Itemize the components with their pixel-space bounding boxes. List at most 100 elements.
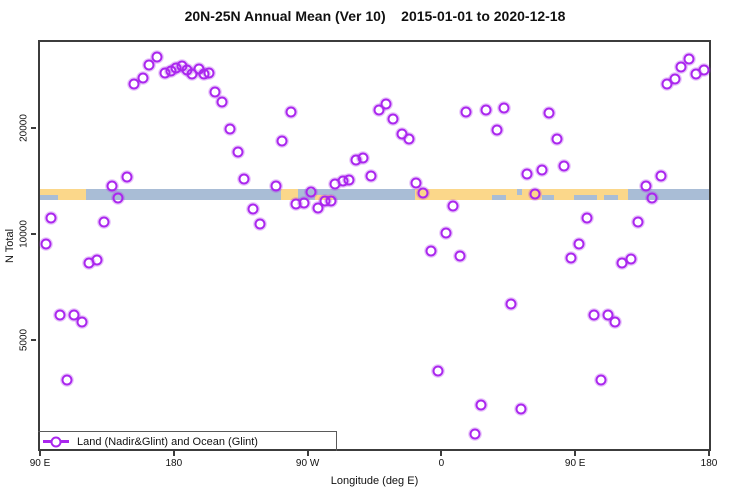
data-point	[40, 238, 52, 250]
x-tick-label: 0	[438, 458, 445, 469]
data-point	[491, 124, 503, 136]
data-point	[425, 245, 437, 257]
data-point	[68, 309, 80, 321]
ocean-segment	[573, 194, 597, 201]
legend-marker-line	[43, 436, 69, 447]
x-tick-mark	[574, 451, 577, 456]
data-point	[515, 403, 527, 415]
data-point	[247, 203, 259, 215]
data-point	[312, 202, 324, 214]
data-point	[683, 53, 695, 65]
data-point	[529, 188, 541, 200]
data-point	[632, 216, 644, 228]
data-point	[270, 180, 282, 192]
data-point	[625, 253, 637, 265]
x-axis-title: Longitude (deg E)	[330, 475, 419, 487]
data-point	[698, 64, 710, 76]
data-point	[521, 168, 533, 180]
data-point	[480, 104, 492, 116]
x-tick-label: 90 W	[295, 458, 320, 469]
x-tick-mark	[708, 451, 710, 456]
y-axis-title: N Total	[4, 228, 16, 263]
y-tick-label: 20000	[18, 114, 30, 143]
data-point	[232, 146, 244, 158]
data-point	[640, 180, 652, 192]
y-tick-label: 5000	[18, 328, 30, 352]
y-tick-mark	[31, 127, 36, 130]
land-segment	[280, 188, 299, 201]
data-point	[432, 365, 444, 377]
data-point	[91, 254, 103, 266]
data-point	[475, 399, 487, 411]
data-point	[45, 212, 57, 224]
x-tick-label: 180	[700, 458, 718, 469]
data-point	[305, 186, 317, 198]
data-point	[54, 309, 66, 321]
data-point	[609, 316, 621, 328]
data-point	[669, 73, 681, 85]
data-point	[460, 106, 472, 118]
x-tick-mark	[39, 451, 41, 456]
data-point	[128, 78, 140, 90]
ocean-segment	[517, 188, 523, 195]
data-point	[137, 72, 149, 84]
data-point	[498, 102, 510, 114]
data-point	[565, 252, 577, 264]
data-point	[661, 78, 673, 90]
legend-label: Land (Nadir&Glint) and Ocean (Glint)	[77, 435, 258, 448]
y-tick-label: 10000	[18, 220, 30, 249]
data-point	[558, 160, 570, 172]
data-point	[224, 123, 236, 135]
data-point	[276, 135, 288, 147]
ocean-segment	[40, 194, 58, 201]
data-point	[595, 374, 607, 386]
legend: Land (Nadir&Glint) and Ocean (Glint)	[38, 431, 337, 451]
y-tick-mark	[31, 233, 36, 236]
data-point	[440, 227, 452, 239]
data-point	[112, 192, 124, 204]
ocean-segment	[542, 194, 554, 201]
land-segment	[40, 188, 87, 201]
data-point	[121, 171, 133, 183]
data-point	[325, 195, 337, 207]
land-ocean-strip	[40, 188, 709, 201]
data-point	[454, 250, 466, 262]
data-point	[285, 106, 296, 118]
data-point	[61, 374, 73, 386]
data-point	[469, 428, 481, 440]
data-point	[151, 51, 163, 63]
data-point	[106, 180, 117, 192]
data-point	[536, 164, 548, 176]
data-point	[365, 170, 377, 182]
data-point	[675, 61, 687, 73]
data-point	[573, 238, 585, 250]
data-point	[298, 197, 310, 209]
data-point	[387, 113, 399, 125]
x-tick-mark	[440, 451, 443, 456]
data-point	[216, 96, 228, 108]
data-point	[343, 174, 355, 186]
data-point	[588, 309, 600, 321]
data-point	[646, 192, 658, 204]
x-tick-label: 180	[165, 458, 183, 469]
data-point	[373, 104, 385, 116]
data-point	[238, 173, 250, 184]
x-tick-label: 90 E	[29, 458, 51, 469]
data-point	[98, 216, 110, 228]
data-point	[543, 107, 555, 119]
data-point	[143, 59, 155, 71]
ocean-segment	[603, 194, 619, 201]
land-segment	[414, 188, 629, 201]
chart-title: 20N-25N Annual Mean (Ver 10) 2015-01-01 …	[184, 8, 566, 24]
x-tick-mark	[172, 451, 175, 456]
data-point	[380, 98, 392, 110]
data-point	[357, 152, 369, 164]
data-point	[655, 170, 667, 182]
x-tick-mark	[306, 451, 309, 456]
data-point	[410, 177, 422, 189]
data-point	[254, 218, 266, 230]
legend-marker-circle-icon	[50, 436, 62, 447]
data-point	[76, 316, 88, 328]
data-point	[551, 133, 563, 145]
